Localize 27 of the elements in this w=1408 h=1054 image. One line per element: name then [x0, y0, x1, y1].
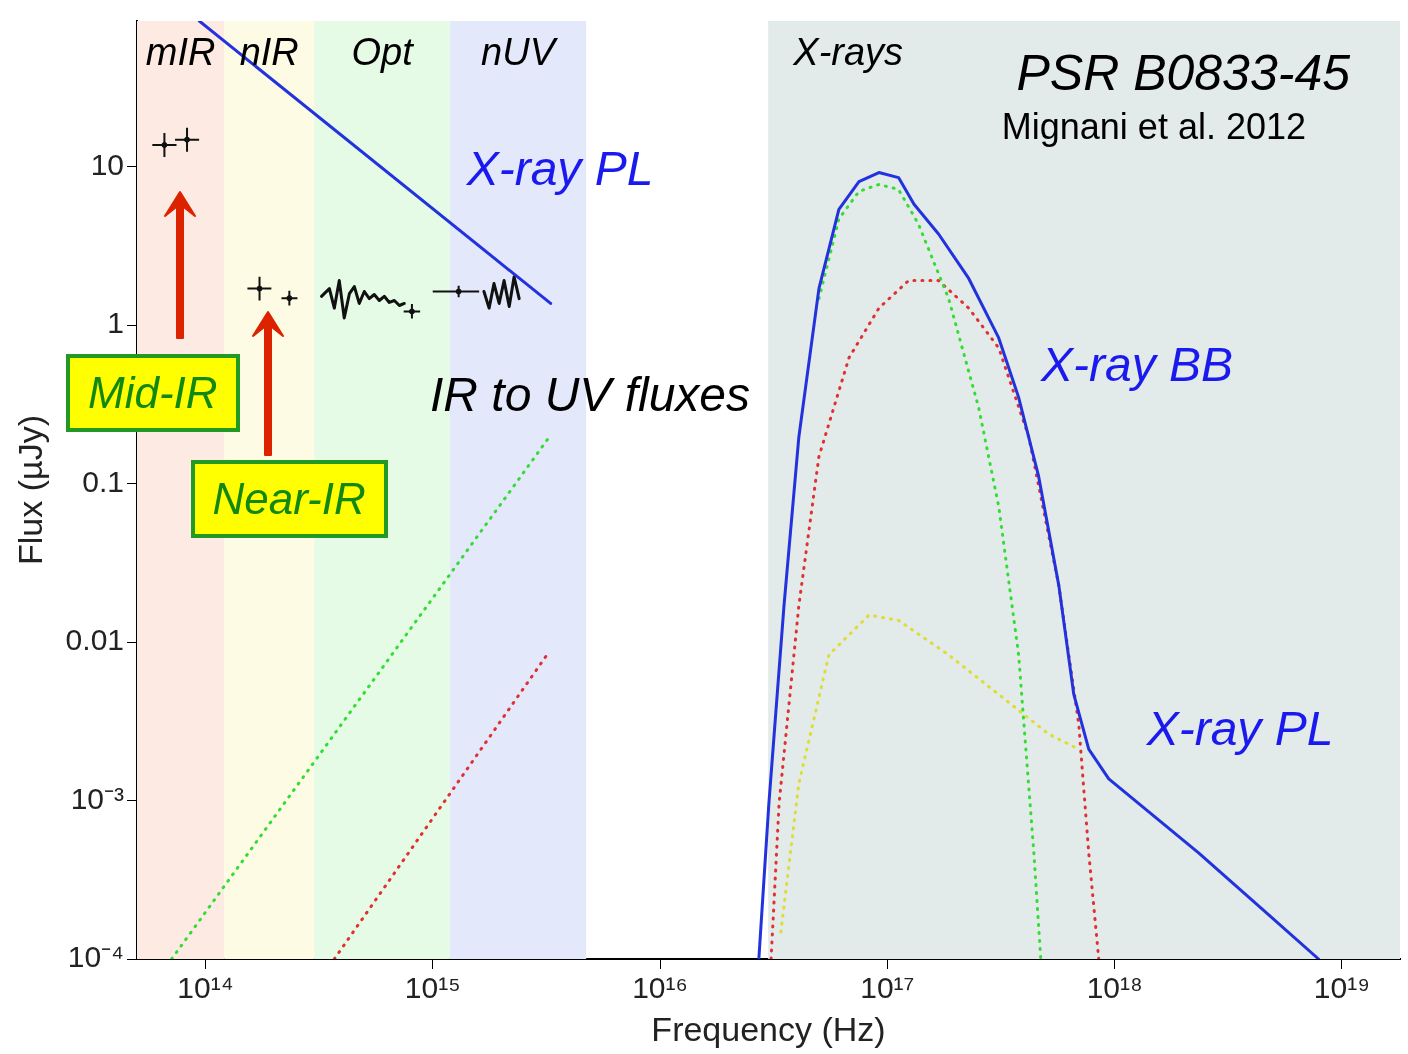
x-tick-label: 10¹⁶ [632, 971, 688, 1005]
annotation: X-ray BB [1039, 338, 1234, 392]
x-axis-title: Frequency (Hz) [651, 1009, 886, 1048]
annotation: Mid-IR [66, 354, 240, 432]
x-tick-label: 10¹⁸ [1086, 971, 1143, 1005]
band-label: nUV [481, 30, 559, 73]
y-tick-label: 10 [90, 147, 124, 181]
text: PSR B0833-45 [1016, 44, 1351, 101]
text: Mignani et al. 2012 [1001, 105, 1306, 147]
band-label: Opt [351, 30, 415, 73]
annotation: IR to UV fluxes [429, 368, 751, 422]
band-label: nIR [239, 30, 299, 73]
band-label: mIR [145, 30, 216, 73]
annotation: X-ray PL [465, 142, 654, 196]
x-tick-label: 10¹⁷ [860, 971, 915, 1005]
annotation: X-ray PL [1145, 702, 1334, 756]
y-tick-label: 10⁻³ [70, 781, 125, 815]
y-tick-label: 10⁻⁴ [67, 940, 124, 974]
y-tick-label: 0.1 [82, 464, 124, 498]
y-axis-title: Flux (µJy) [10, 415, 49, 565]
x-tick-label: 10¹⁹ [1313, 971, 1371, 1005]
x-tick-label: 10¹⁵ [404, 971, 461, 1005]
y-tick-label: 1 [107, 306, 124, 340]
y-tick-label: 0.01 [65, 623, 124, 657]
annotation: Near-IR [190, 460, 388, 538]
band-label: X-rays [792, 30, 904, 73]
x-tick-label: 10¹⁴ [177, 971, 234, 1005]
